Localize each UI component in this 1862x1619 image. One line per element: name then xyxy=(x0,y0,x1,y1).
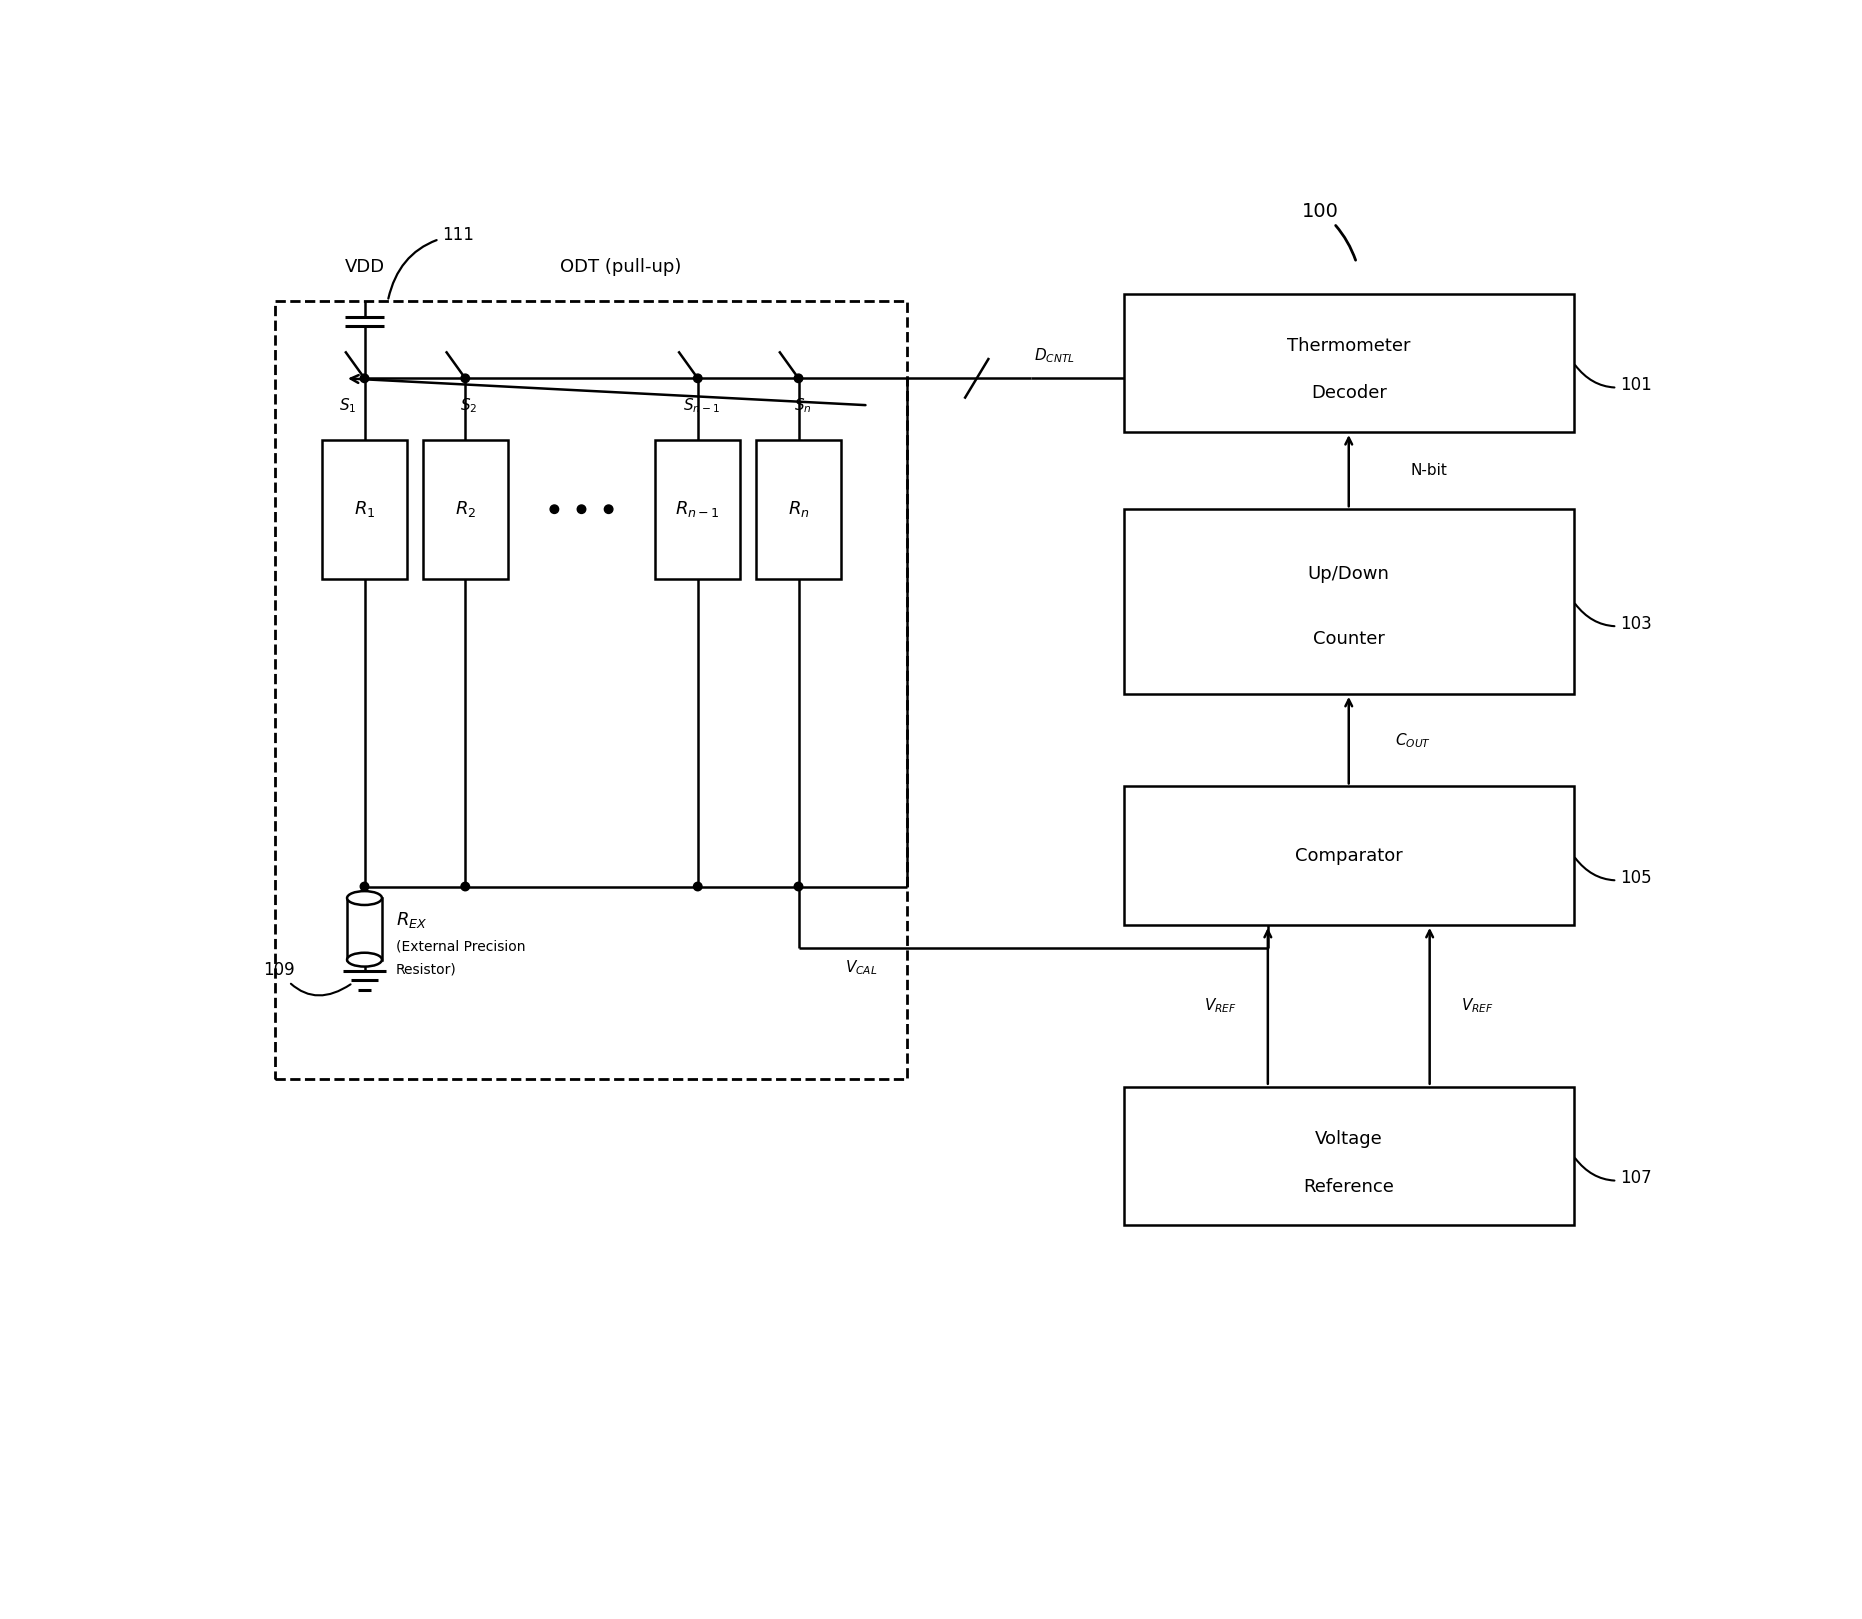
Bar xyxy=(423,440,508,578)
Circle shape xyxy=(462,882,469,890)
Text: $V_{REF}$: $V_{REF}$ xyxy=(1205,997,1236,1015)
Text: VDD: VDD xyxy=(344,257,385,275)
Circle shape xyxy=(359,374,369,382)
Text: $S_2$: $S_2$ xyxy=(460,397,479,414)
Text: N-bit: N-bit xyxy=(1411,463,1447,478)
Circle shape xyxy=(577,505,587,513)
Text: Voltage: Voltage xyxy=(1315,1130,1383,1148)
Text: 101: 101 xyxy=(1575,366,1652,393)
Circle shape xyxy=(605,505,613,513)
Bar xyxy=(276,301,907,1078)
Circle shape xyxy=(795,882,803,890)
Text: Resistor): Resistor) xyxy=(395,963,456,976)
Text: 100: 100 xyxy=(1302,202,1356,261)
Text: $D_{CNTL}$: $D_{CNTL}$ xyxy=(1033,346,1074,364)
Text: Comparator: Comparator xyxy=(1294,847,1402,865)
Text: Up/Down: Up/Down xyxy=(1307,565,1389,583)
Text: $R_{EX}$: $R_{EX}$ xyxy=(395,910,426,929)
Bar xyxy=(1125,510,1573,695)
Text: Decoder: Decoder xyxy=(1311,384,1387,403)
Text: $C_{OUT}$: $C_{OUT}$ xyxy=(1395,730,1432,750)
Text: $S_n$: $S_n$ xyxy=(793,397,812,414)
Text: $S_{n-1}$: $S_{n-1}$ xyxy=(683,397,721,414)
Text: (External Precision: (External Precision xyxy=(395,939,525,954)
Ellipse shape xyxy=(346,890,382,905)
Text: 109: 109 xyxy=(263,962,350,996)
Bar xyxy=(346,899,382,960)
Circle shape xyxy=(462,374,469,382)
Text: Counter: Counter xyxy=(1313,630,1385,648)
Text: $V_{REF}$: $V_{REF}$ xyxy=(1460,997,1493,1015)
Text: Thermometer: Thermometer xyxy=(1287,337,1411,355)
Text: $R_2$: $R_2$ xyxy=(454,499,477,520)
Text: $R_n$: $R_n$ xyxy=(788,499,810,520)
Text: 105: 105 xyxy=(1575,858,1652,887)
Text: 111: 111 xyxy=(389,225,473,298)
Circle shape xyxy=(693,882,702,890)
Text: ODT (pull-up): ODT (pull-up) xyxy=(560,257,681,275)
Bar xyxy=(322,440,408,578)
Text: 107: 107 xyxy=(1575,1158,1652,1187)
Bar xyxy=(1125,787,1573,924)
Circle shape xyxy=(795,374,803,382)
Text: $R_1$: $R_1$ xyxy=(354,499,374,520)
Bar xyxy=(1125,293,1573,432)
Circle shape xyxy=(359,882,369,890)
Text: 103: 103 xyxy=(1575,604,1652,633)
Bar xyxy=(756,440,842,578)
Text: $S_1$: $S_1$ xyxy=(339,397,356,414)
Text: Reference: Reference xyxy=(1303,1177,1395,1195)
Text: $R_{n-1}$: $R_{n-1}$ xyxy=(676,499,721,520)
Bar xyxy=(1125,1086,1573,1226)
Circle shape xyxy=(549,505,559,513)
Ellipse shape xyxy=(346,952,382,967)
Text: $V_{CAL}$: $V_{CAL}$ xyxy=(845,958,877,976)
Circle shape xyxy=(693,374,702,382)
Bar xyxy=(655,440,741,578)
